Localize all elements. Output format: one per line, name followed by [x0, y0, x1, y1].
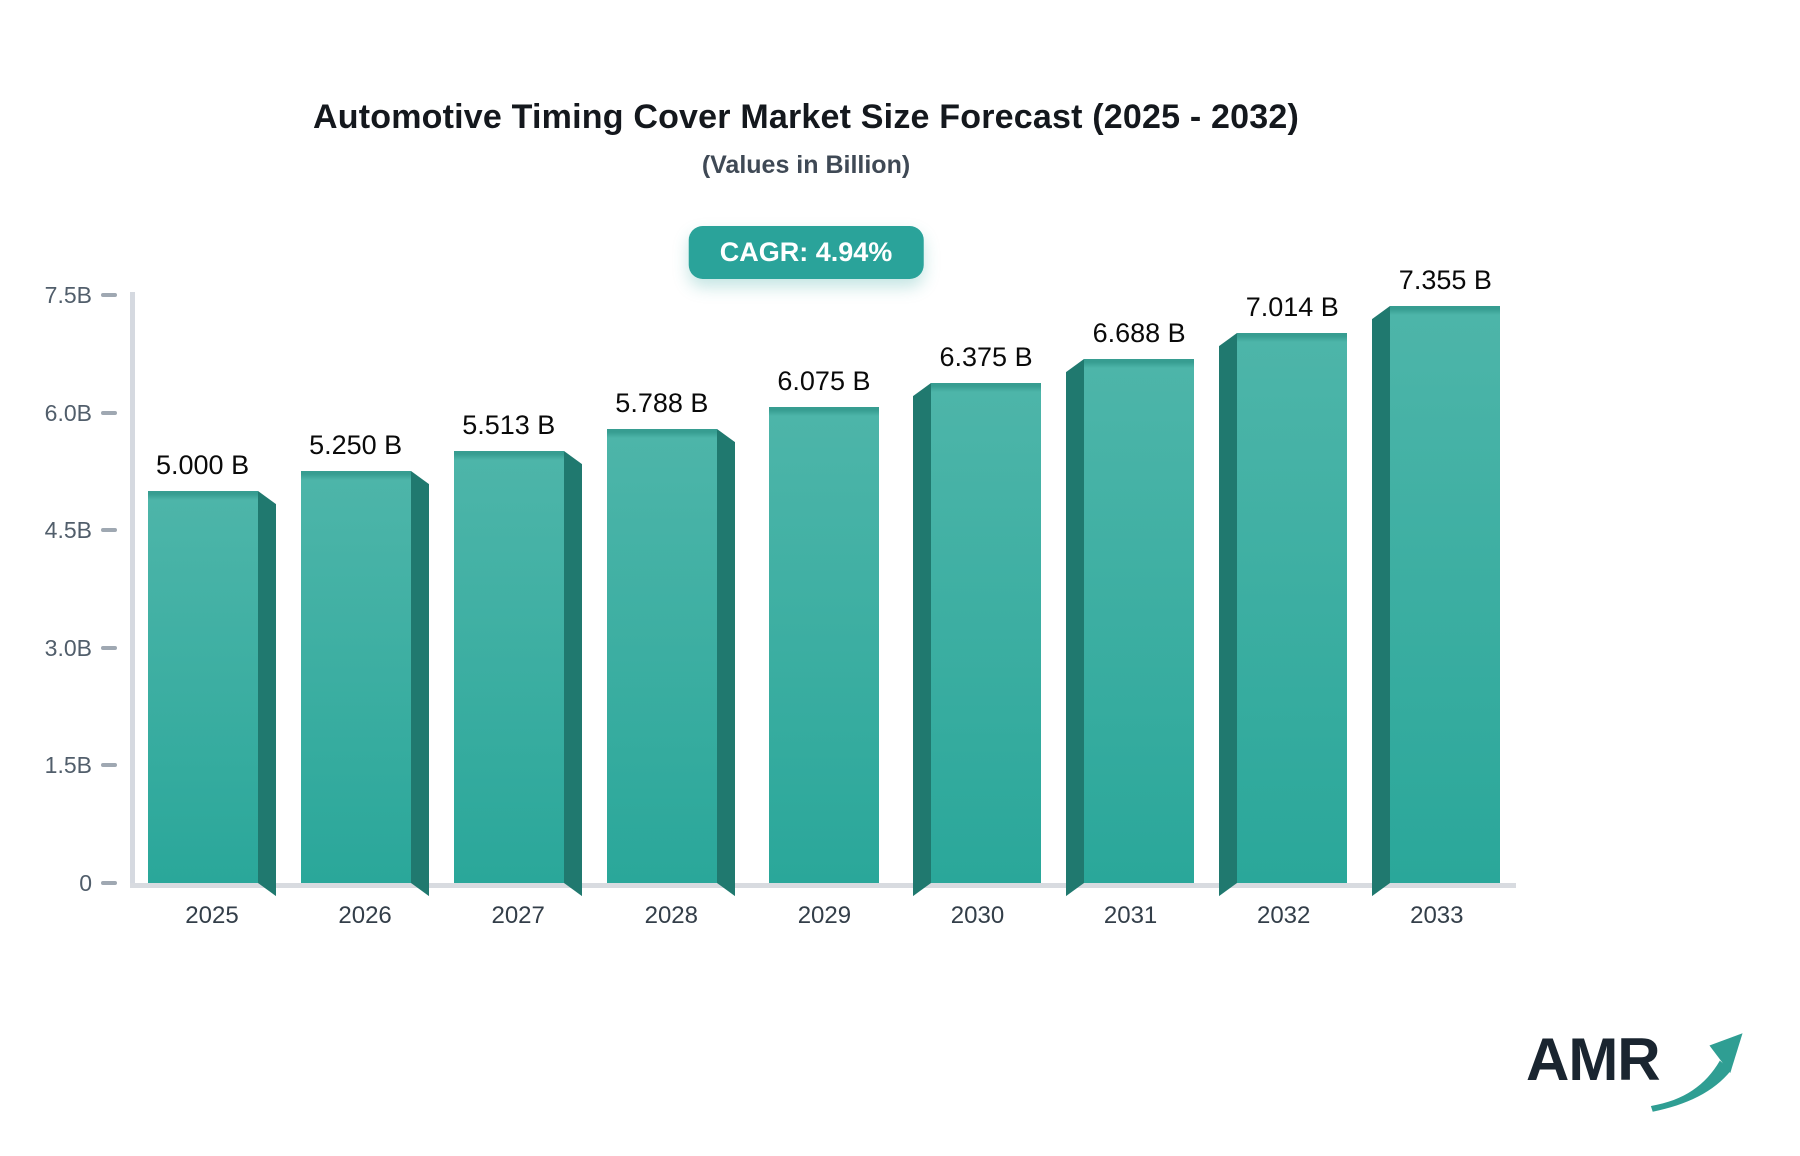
x-axis-baseline: [130, 883, 1516, 888]
chart-subtitle: (Values in Billion): [701, 151, 911, 179]
y-tick-label: 1.5B: [44, 752, 92, 779]
y-tick-dash: [101, 881, 117, 885]
x-tick-label-2032: 2032: [1256, 902, 1311, 929]
cagr-badge: CAGR: 4.94%: [688, 226, 924, 279]
y-axis-line: [130, 292, 135, 888]
bar-side-2031: [1066, 359, 1085, 897]
bar-2031: [1084, 359, 1195, 883]
bar-2028: [606, 429, 717, 883]
bar-side-2033: [1372, 306, 1391, 897]
bar-value-label-2029: 6.075 B: [777, 366, 871, 396]
bar-value-label-2031: 6.688 B: [1092, 318, 1186, 348]
bar-2025: [147, 491, 258, 883]
bar-value-label-2028: 5.788 B: [615, 388, 709, 418]
x-tick-label-2026: 2026: [338, 902, 392, 929]
bar-2030: [931, 383, 1042, 883]
y-tick-dash: [101, 528, 117, 533]
x-tick-label-2025: 2025: [185, 902, 239, 929]
y-tick-label: 3.0B: [44, 634, 92, 661]
bar-side-2027: [563, 451, 582, 897]
x-tick-label-2033: 2033: [1410, 902, 1464, 929]
bar-value-label-2030: 6.375 B: [939, 342, 1033, 372]
y-tick-label: 6.0B: [44, 399, 92, 426]
bar-value-label-2033: 7.355 B: [1398, 265, 1492, 295]
bar-2032: [1237, 333, 1348, 883]
amr-logo-text: AMR: [1526, 1026, 1661, 1093]
x-tick-label-2030: 2030: [950, 902, 1005, 929]
bar-value-label-2026: 5.250 B: [309, 430, 403, 460]
bar-side-2025: [257, 491, 276, 897]
amr-logo: AMR: [1526, 1022, 1752, 1116]
y-tick-dash: [101, 763, 117, 768]
bar-2033: [1390, 306, 1501, 883]
x-tick-label-2027: 2027: [491, 902, 545, 929]
y-tick-label: 0: [79, 870, 92, 896]
bar-value-label-2032: 7.014 B: [1245, 292, 1339, 322]
y-tick-dash: [101, 410, 117, 415]
x-tick-label-2028: 2028: [644, 902, 698, 929]
y-tick-dash: [101, 293, 117, 297]
bar-value-label-2027: 5.513 B: [462, 410, 556, 440]
bar-side-2028: [716, 429, 735, 897]
x-tick-label-2031: 2031: [1103, 902, 1158, 929]
trend-up-arrow-icon: [1650, 1033, 1743, 1112]
bar-2027: [453, 451, 564, 883]
y-tick-label: 4.5B: [44, 517, 92, 544]
y-tick-label: 7.5B: [44, 282, 92, 308]
chart-title: Automotive Timing Cover Market Size Fore…: [313, 98, 1299, 136]
bar-value-label-2025: 5.000 B: [156, 450, 250, 480]
chart-header: Automotive Timing Cover Market Size Fore…: [0, 0, 1612, 279]
bar-2029: [768, 407, 879, 883]
bar-side-2030: [913, 383, 932, 897]
y-tick-dash: [101, 645, 117, 650]
bar-side-2032: [1219, 333, 1238, 897]
x-tick-label-2029: 2029: [797, 902, 852, 929]
bar-side-2026: [410, 471, 429, 897]
bar-2026: [300, 471, 411, 883]
